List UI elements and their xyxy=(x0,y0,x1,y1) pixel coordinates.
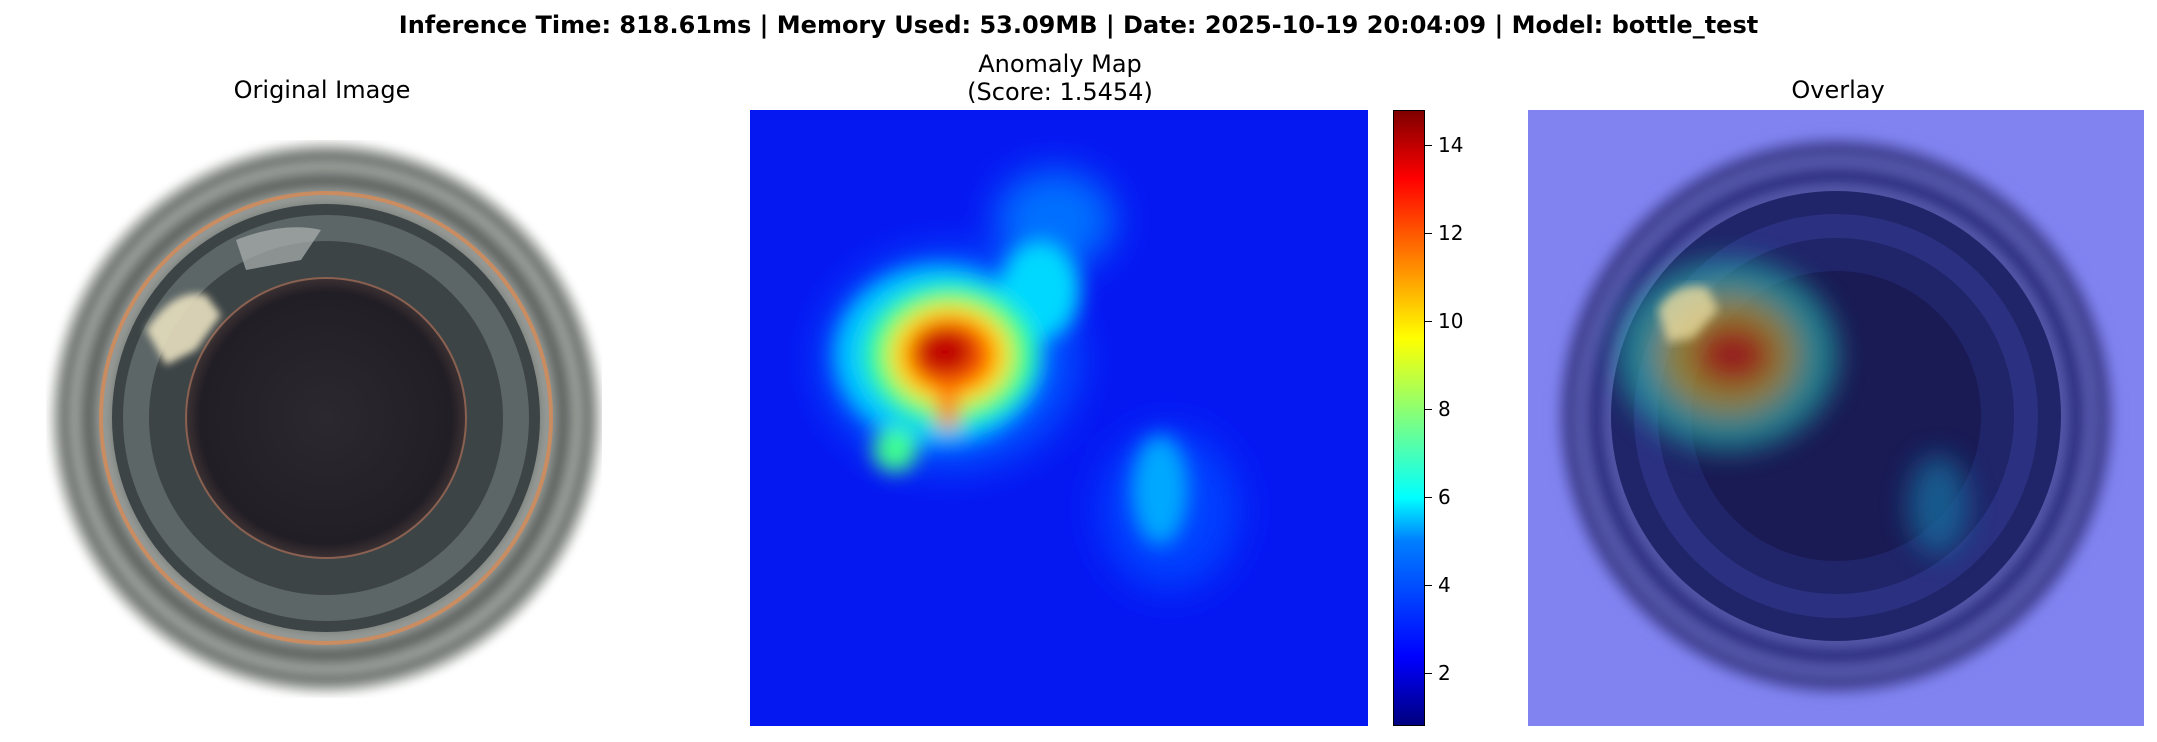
colorbar-tick xyxy=(1424,673,1432,674)
anomaly-map-title-line1: Anomaly Map xyxy=(978,50,1142,78)
colorbar-label: 14 xyxy=(1438,133,1464,157)
colorbar-label: 2 xyxy=(1438,661,1451,685)
colorbar-tick xyxy=(1424,409,1432,410)
colorbar-label: 12 xyxy=(1438,221,1464,245)
overlay-title: Overlay xyxy=(1791,76,1885,104)
colorbar-tick xyxy=(1424,145,1432,146)
original-image xyxy=(46,140,602,698)
figure-title: Inference Time: 818.61ms | Memory Used: … xyxy=(398,11,1759,39)
colorbar-tick xyxy=(1424,585,1432,586)
anomaly-map-score: (Score: 1.5454) xyxy=(967,78,1153,106)
anomaly-heatmap xyxy=(750,110,1368,726)
colorbar-tick xyxy=(1424,497,1432,498)
overlay-image xyxy=(1528,110,2144,726)
anomaly-map xyxy=(750,110,1368,726)
colorbar-tick xyxy=(1424,233,1432,234)
colorbar-tick xyxy=(1424,321,1432,322)
original-image-title: Original Image xyxy=(233,76,411,104)
colorbar-label: 10 xyxy=(1438,309,1464,333)
colorbar-label: 6 xyxy=(1438,485,1451,509)
overlay-heatmap xyxy=(1528,110,2144,726)
colorbar xyxy=(1393,110,1425,726)
colorbar-label: 4 xyxy=(1438,573,1451,597)
anomaly-map-title: Anomaly Map (Score: 1.5454) xyxy=(900,50,1220,106)
colorbar-label: 8 xyxy=(1438,397,1451,421)
bottle-top-image xyxy=(46,140,602,698)
